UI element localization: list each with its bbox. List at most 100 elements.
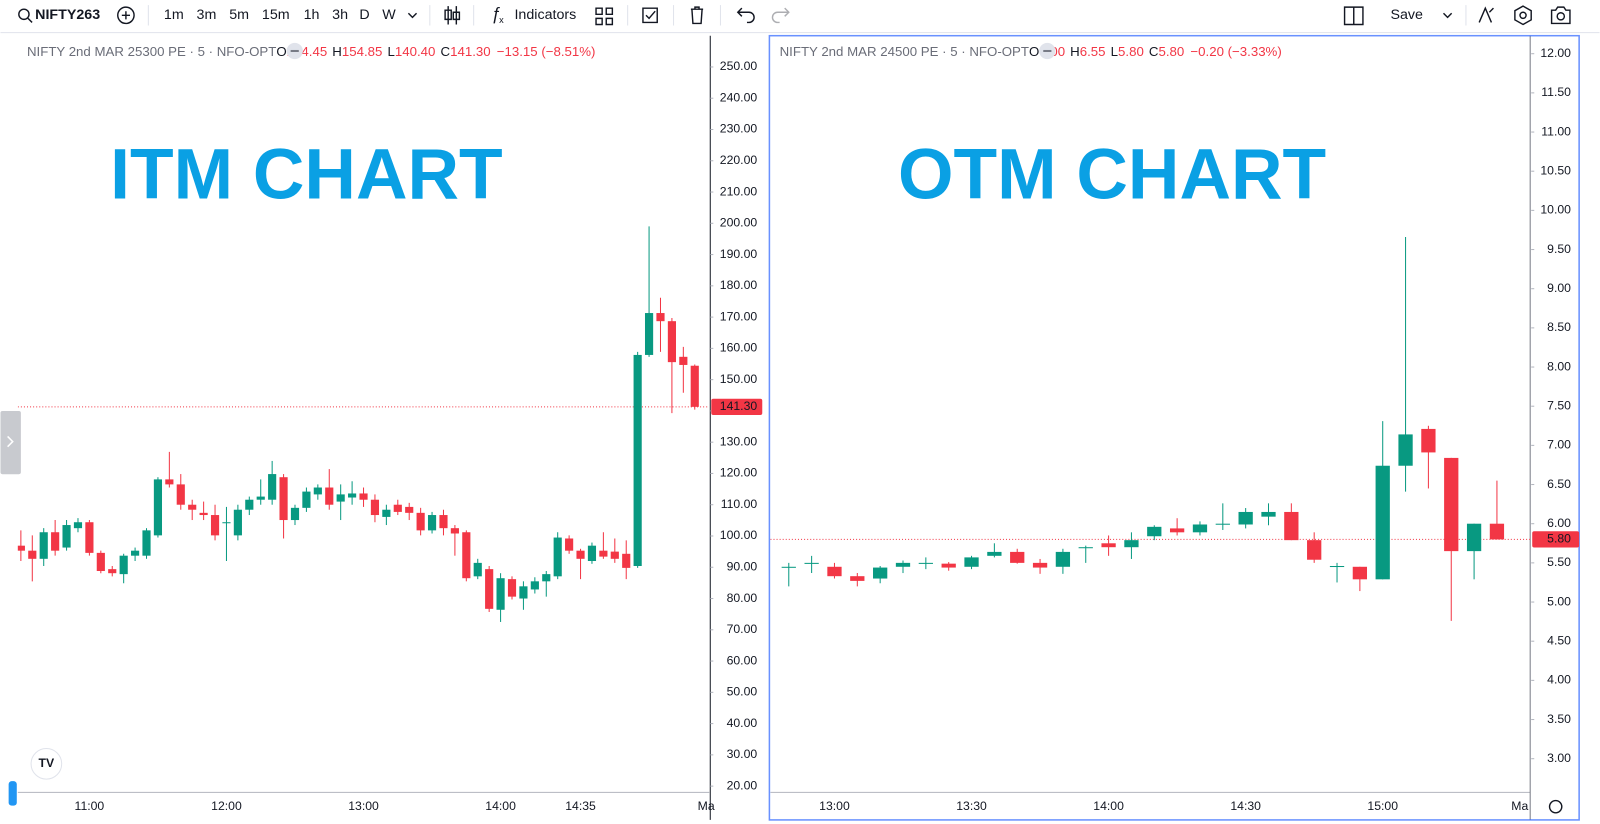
add-symbol[interactable]: [117, 6, 135, 25]
search-icon[interactable]: [18, 8, 30, 21]
candle-body: [587, 545, 597, 562]
candle-body: [245, 499, 254, 510]
templates[interactable]: [595, 7, 614, 26]
y-tick-label: 4.00: [1547, 673, 1571, 687]
interval-menu[interactable]: [407, 12, 418, 19]
y-tick-label: 210.00: [720, 184, 758, 198]
y-tick-label: 3.00: [1547, 751, 1571, 765]
candle-body: [51, 532, 60, 551]
y-tick-label: 7.50: [1547, 398, 1571, 412]
candle-body: [644, 313, 654, 355]
candle-body: [895, 562, 911, 567]
legend-value: 140.40: [395, 44, 436, 59]
candle-body: [873, 567, 888, 579]
y-tick-label: 100.00: [720, 528, 758, 542]
axis-settings[interactable]: [1548, 799, 1563, 814]
candle-body: [279, 477, 288, 521]
candle-body: [987, 551, 1002, 556]
plot: [17, 226, 710, 622]
interval[interactable]: 1h: [304, 7, 320, 23]
snapshot[interactable]: [1550, 6, 1571, 25]
legend-value: 6.55: [1080, 44, 1106, 59]
chart-type[interactable]: [444, 6, 461, 25]
candle-body: [918, 562, 933, 564]
candle-body: [1261, 511, 1276, 517]
candle-body: [268, 474, 277, 500]
candle-body: [62, 525, 71, 548]
candle-body: [1329, 566, 1345, 568]
symbol[interactable]: NIFTY263: [35, 7, 100, 23]
candle-body: [576, 550, 585, 559]
candle-body: [633, 354, 642, 567]
legend-symbol: NIFTY 2nd MAR 25300 PE · 5 · NFO-OPT: [27, 44, 276, 59]
interval[interactable]: D: [359, 7, 369, 23]
candle-body: [108, 569, 117, 574]
x-tick-label: 14:00: [485, 799, 516, 813]
candle-body: [1055, 551, 1071, 567]
candle-body: [85, 522, 94, 553]
save-menu[interactable]: [1442, 12, 1453, 19]
candle-body: [1489, 523, 1505, 540]
save[interactable]: Save: [1390, 7, 1423, 23]
candle-body: [1398, 434, 1413, 466]
interval[interactable]: W: [382, 7, 396, 23]
bottom-toggle[interactable]: [8, 781, 17, 806]
fx-icon[interactable]: ƒ: [491, 3, 501, 23]
candle-body: [542, 574, 551, 582]
candle-body: [1078, 547, 1093, 549]
y-tick-label: 80.00: [727, 591, 758, 605]
price-tag: [711, 398, 763, 416]
legend-change: −0.20 (−3.33%): [1190, 44, 1281, 59]
y-tick-label: 110.00: [721, 497, 758, 511]
candle-body: [405, 506, 414, 513]
interval[interactable]: 1m: [164, 7, 184, 23]
interval[interactable]: 3m: [197, 7, 217, 23]
quick-search[interactable]: [1478, 6, 1494, 23]
redo[interactable]: [771, 7, 790, 24]
x-tick-label: 11:00: [75, 799, 105, 813]
trash[interactable]: [690, 6, 704, 25]
indicators[interactable]: Indicators: [514, 7, 576, 23]
y-tick-label: 20.00: [727, 778, 758, 792]
settings[interactable]: [1514, 5, 1532, 26]
tv-logo[interactable]: [30, 748, 63, 780]
candle-body: [1010, 551, 1025, 563]
y-tick-label: 220.00: [720, 153, 758, 167]
active-pane-outline: [768, 34, 1580, 821]
legend-value: 141.30: [450, 44, 491, 59]
candle-body: [1124, 540, 1139, 548]
y-tick-label: 230.00: [720, 122, 758, 136]
annotation: ITM CHART: [110, 134, 503, 214]
legend: NIFTY 2nd MAR 24500 PE · 5 · NFO-OPTO6.0…: [780, 44, 1282, 59]
candle-body: [496, 578, 505, 610]
candle-body: [165, 479, 174, 485]
candle-body: [1444, 457, 1459, 552]
annotation: OTM CHART: [898, 134, 1326, 214]
y-tick-label: 6.00: [1547, 516, 1571, 530]
interval[interactable]: 15m: [262, 7, 290, 23]
candle-body: [804, 562, 819, 564]
y-tick-label: 180.00: [720, 278, 758, 292]
candle-body: [599, 550, 608, 557]
interval[interactable]: 3h: [332, 7, 348, 23]
alert[interactable]: [642, 7, 658, 24]
candle-body: [553, 537, 562, 577]
candle-body: [416, 512, 425, 531]
candle-body: [519, 586, 528, 599]
candle-body: [565, 538, 574, 551]
interval[interactable]: 5m: [229, 7, 249, 23]
y-tick-label: 60.00: [727, 653, 758, 667]
candle-body: [370, 499, 380, 516]
x-tick-label: 15:00: [1367, 799, 1398, 813]
candle-body: [485, 569, 494, 609]
y-tick-label: 11.50: [1541, 85, 1571, 99]
candle-body: [1101, 543, 1116, 548]
legend-key: C: [1149, 44, 1159, 59]
candle-body: [119, 555, 128, 575]
undo[interactable]: [736, 7, 755, 24]
candle-body: [427, 515, 437, 531]
legend-key: H: [332, 44, 342, 59]
candle-body: [290, 507, 300, 521]
layout[interactable]: [1343, 6, 1364, 26]
